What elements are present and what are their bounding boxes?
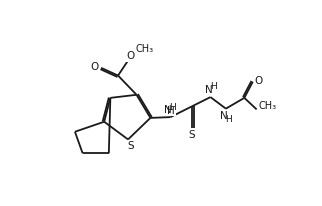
Text: CH₃: CH₃ bbox=[136, 44, 154, 54]
Text: H: H bbox=[225, 115, 232, 124]
Text: H: H bbox=[169, 103, 176, 112]
Text: S: S bbox=[127, 141, 134, 151]
Text: H: H bbox=[210, 82, 217, 91]
Text: O: O bbox=[255, 76, 263, 86]
Text: N: N bbox=[164, 105, 172, 115]
Text: S: S bbox=[189, 130, 195, 140]
Text: H: H bbox=[167, 106, 175, 116]
Text: O: O bbox=[91, 62, 99, 72]
Text: CH₃: CH₃ bbox=[259, 101, 277, 111]
Text: N: N bbox=[221, 111, 228, 121]
Text: O: O bbox=[126, 51, 135, 61]
Text: N: N bbox=[205, 85, 213, 95]
